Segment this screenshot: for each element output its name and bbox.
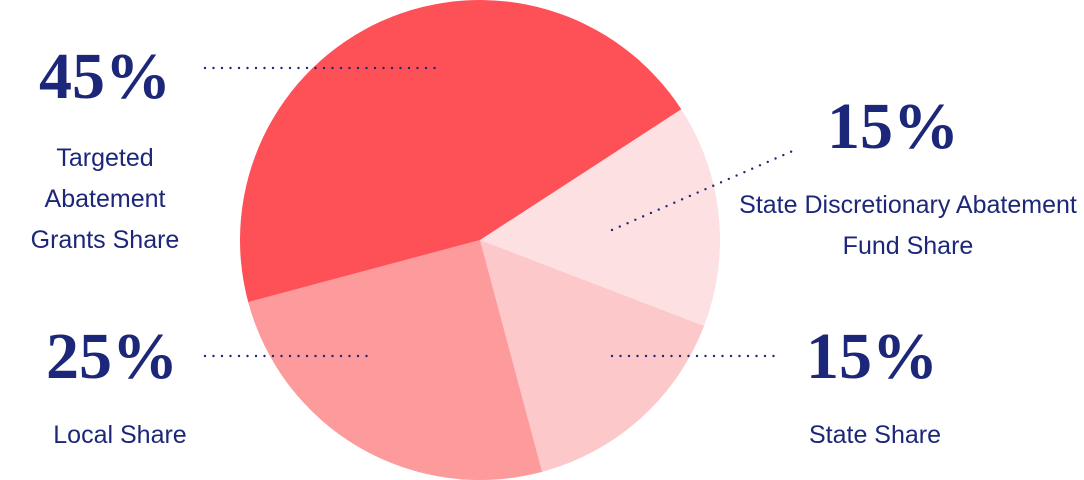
category-label: State Share [808, 421, 942, 449]
pie-slice [480, 109, 721, 327]
value-label: 25% [46, 320, 178, 393]
leader-line [610, 148, 797, 232]
pie-slice [480, 240, 705, 472]
category-label: Local Share [53, 421, 187, 449]
pie-slice [240, 0, 682, 303]
value-label: 15% [827, 90, 959, 163]
pie-slice [248, 240, 543, 480]
category-label: State Discretionary Abatement Fund Share [739, 191, 1077, 260]
value-label: 15% [806, 320, 938, 393]
category-label: Targeted Abatement Grants Share [30, 144, 180, 254]
value-label: 45% [39, 40, 171, 113]
